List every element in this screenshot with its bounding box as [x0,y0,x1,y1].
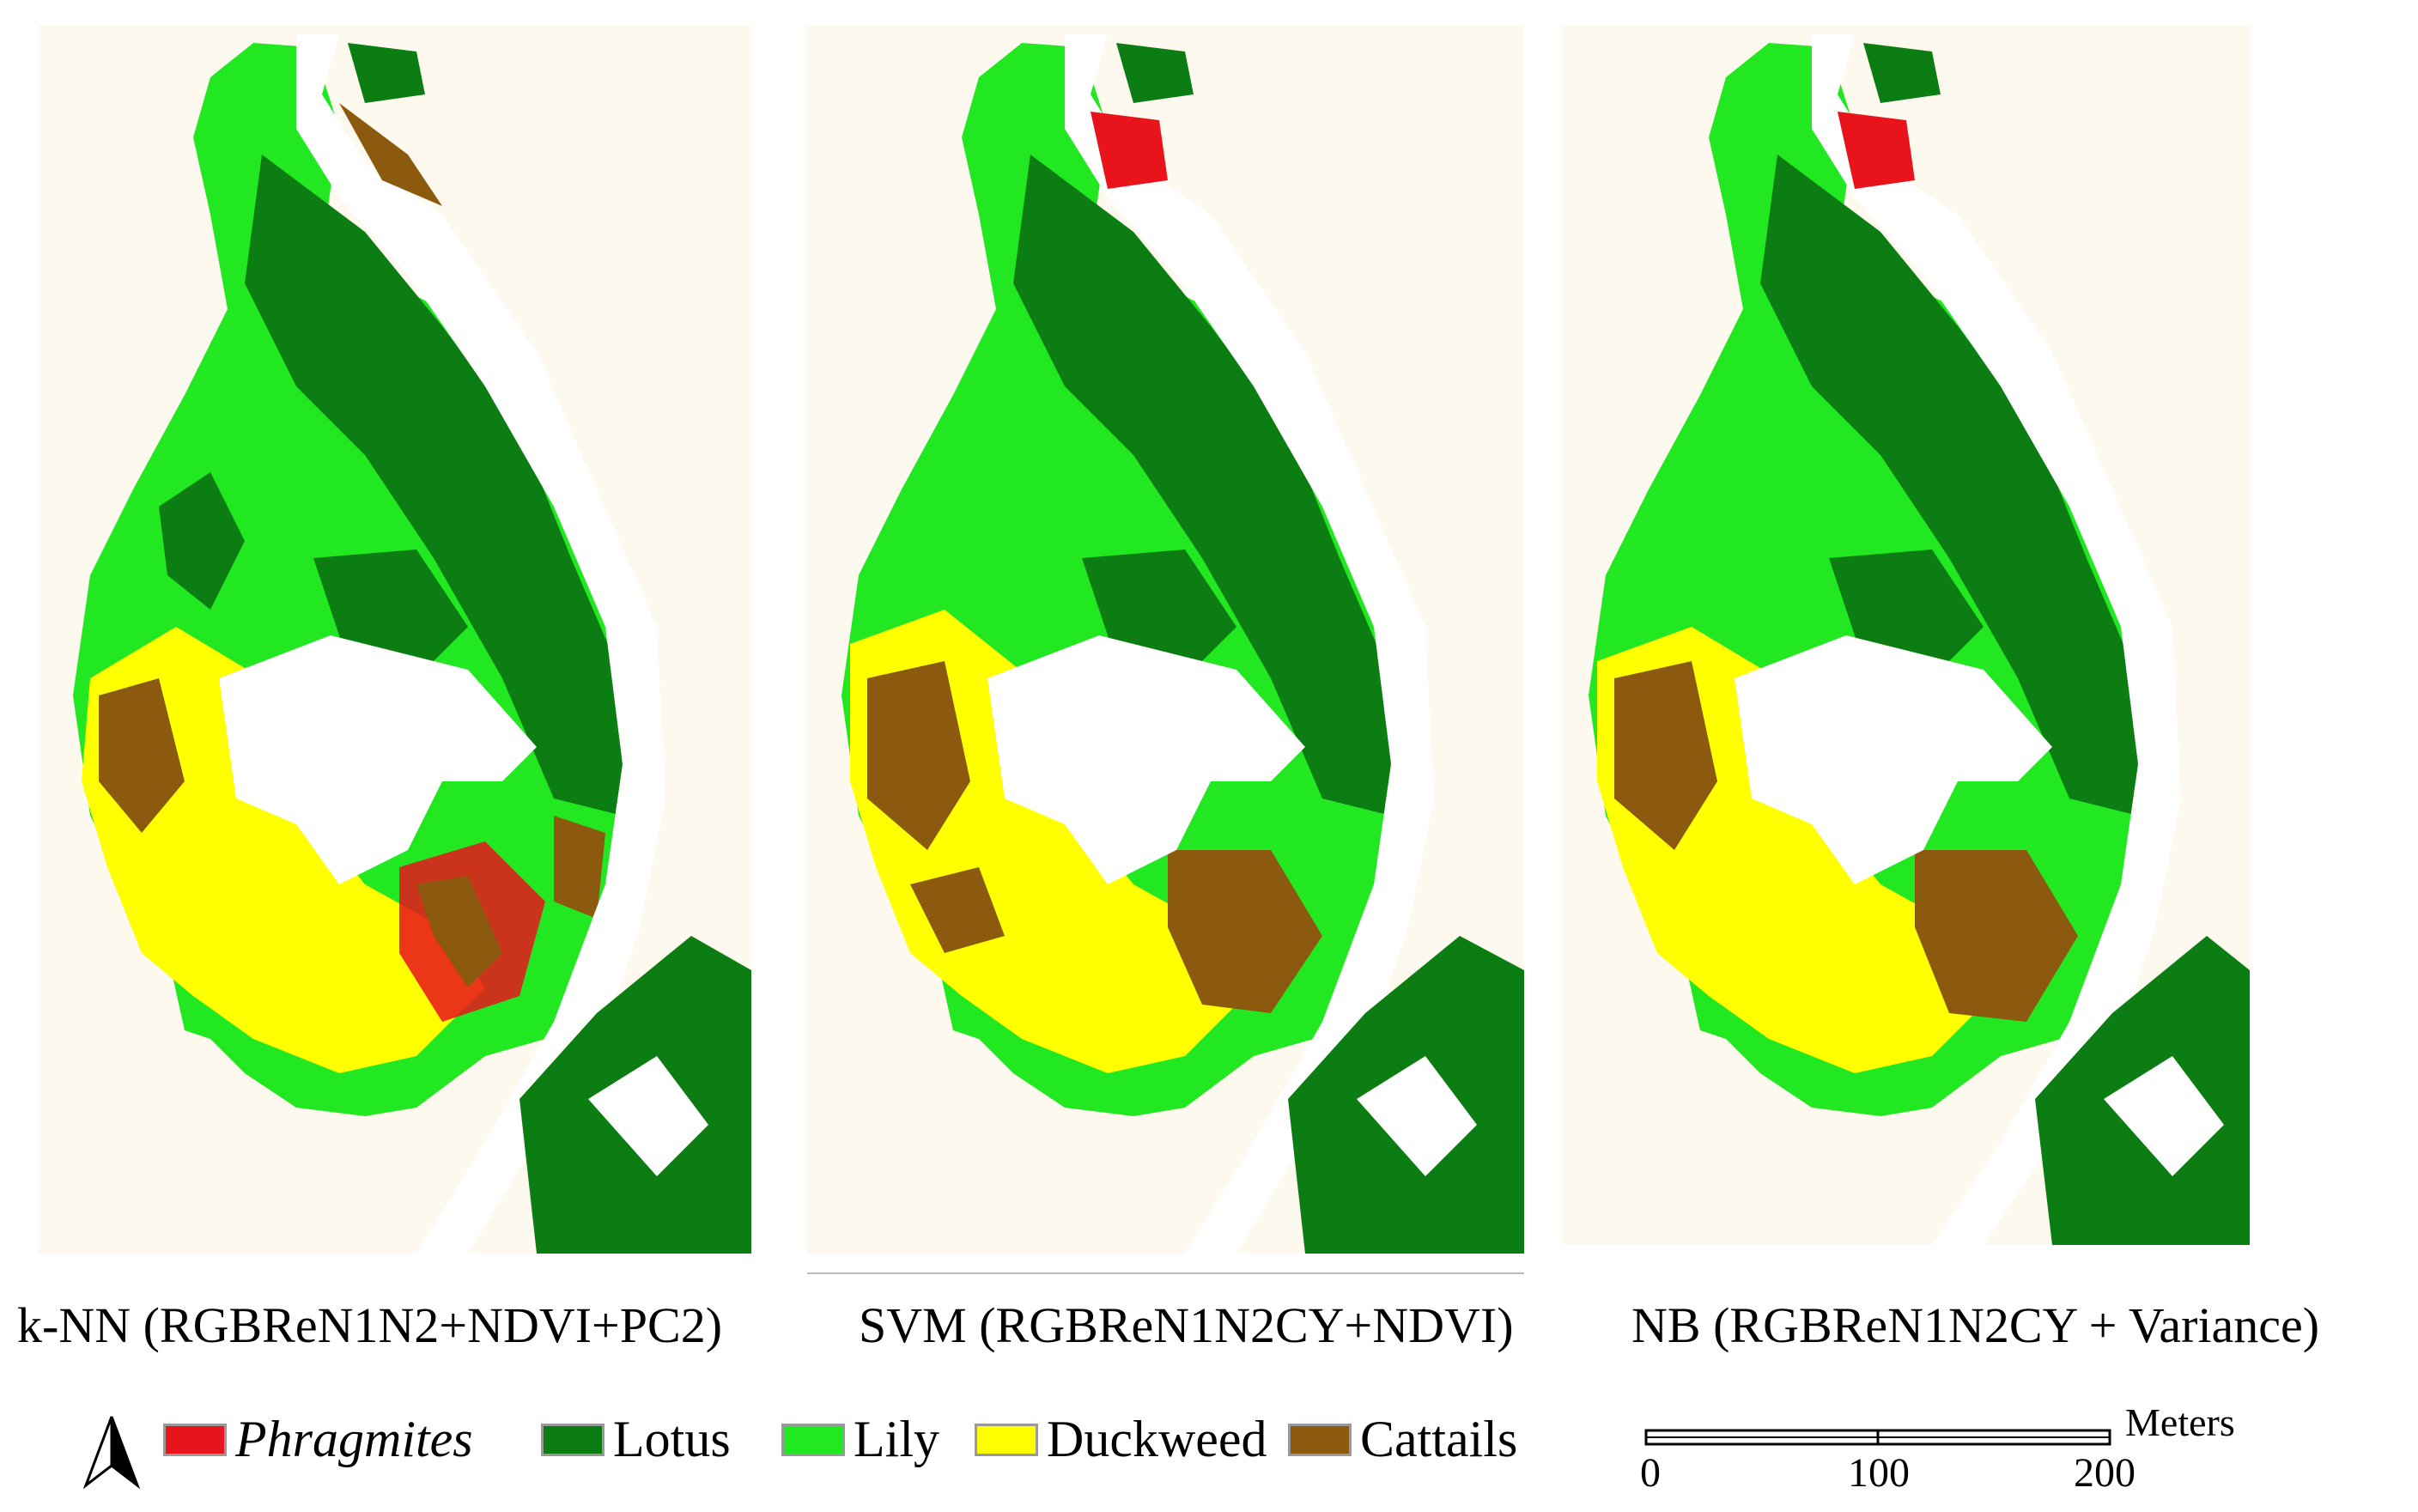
map-panel-knn [39,26,751,1254]
caption-svm: SVM (RGBReN1N2CY+NDVI) [859,1297,1514,1353]
legend-label-lotus: Lotus [613,1411,731,1467]
legend-item-phragmites: Phragmites [163,1410,473,1469]
scale-bar-graphic [1644,1429,2111,1446]
scale-tick-200: 200 [2074,1450,2135,1496]
legend-swatch-lotus [541,1423,604,1456]
legend-item-lily: Lily [781,1410,939,1469]
legend-item-duckweed: Duckweed [975,1410,1267,1469]
legend-swatch-cattails [1288,1423,1352,1456]
scale-tick-100: 100 [1848,1450,1910,1496]
scale-bar-units: Meters [2125,1400,2235,1444]
caption-nb: NB (RGBReN1N2CY + Variance) [1631,1297,2320,1353]
north-arrow-icon [82,1416,141,1490]
legend-item-lotus: Lotus [541,1410,731,1469]
map-panel-nb [1563,26,2250,1245]
legend-label-phragmites: Phragmites [235,1411,473,1467]
legend-swatch-phragmites [163,1423,227,1456]
legend-swatch-duckweed [975,1423,1038,1456]
legend: Phragmites Lotus Lily Duckweed Cattails [82,1400,1627,1490]
caption-knn: k-NN (RGBReN1N2+NDVI+PC2) [17,1297,723,1353]
scale-bar: Meters 0 100 200 [1640,1400,2293,1503]
legend-item-cattails: Cattails [1288,1410,1517,1469]
legend-label-cattails: Cattails [1360,1411,1518,1467]
legend-label-duckweed: Duckweed [1047,1411,1267,1467]
map-panel-svm [807,26,1524,1254]
legend-label-lily: Lily [854,1411,939,1467]
scale-tick-0: 0 [1640,1450,1661,1496]
legend-swatch-lily [781,1423,845,1456]
divider-line [807,1272,1524,1274]
